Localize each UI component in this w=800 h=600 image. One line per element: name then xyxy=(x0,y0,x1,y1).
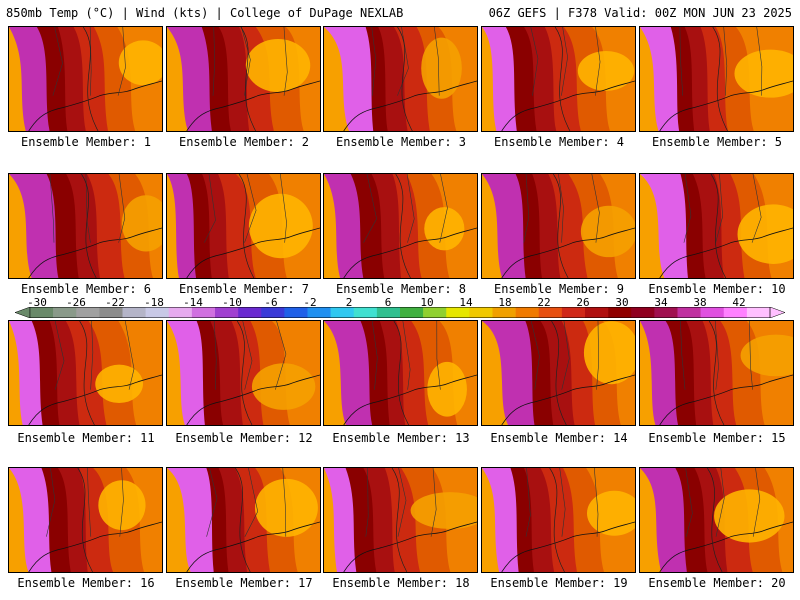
colorbar-tick-label: 6 xyxy=(384,296,392,309)
member-label: Ensemble Member: 8 xyxy=(335,282,467,296)
colorbar-swatch xyxy=(700,307,725,318)
colorbar-swatch xyxy=(446,307,470,318)
colorbar-tick-label: 42 xyxy=(732,296,746,309)
colorbar-swatch xyxy=(307,307,331,318)
map-title: 850mb Temp (°C) | Wind (kts) | College o… xyxy=(6,6,404,20)
member-label: Ensemble Member: 20 xyxy=(648,576,786,590)
colorbar-swatch xyxy=(168,307,193,318)
colorbar-tick-label: -2 xyxy=(303,296,317,309)
colorbar-swatch xyxy=(492,307,516,318)
colorbar-swatch xyxy=(677,307,701,318)
colorbar-swatch xyxy=(330,307,355,318)
colorbar-swatch xyxy=(191,307,216,318)
member-map-panel xyxy=(323,26,478,132)
colorbar-swatch xyxy=(608,307,632,318)
colorbar-swatch xyxy=(746,307,771,318)
colorbar-tick-label: -6 xyxy=(264,296,278,309)
colorbar-tick-label: 18 xyxy=(498,296,512,309)
member-map-panel xyxy=(481,173,636,279)
member-map-panel xyxy=(323,173,478,279)
member-map-panel xyxy=(166,467,321,573)
colorbar-tick-label: 26 xyxy=(576,296,590,309)
colorbar-swatch xyxy=(515,307,540,318)
colorbar-swatch xyxy=(99,307,123,318)
member-map-panel xyxy=(481,26,636,132)
temperature-colorbar xyxy=(15,307,785,318)
member-label: Ensemble Member: 19 xyxy=(490,576,628,590)
member-label: Ensemble Member: 18 xyxy=(332,576,470,590)
colorbar-swatch xyxy=(561,307,586,318)
colorbar-tick-label: 2 xyxy=(345,296,353,309)
member-label: Ensemble Member: 1 xyxy=(20,135,152,149)
member-map-panel xyxy=(323,320,478,426)
member-map-panel xyxy=(639,320,794,426)
colorbar-swatch xyxy=(53,307,77,318)
colorbar-tick-label: 14 xyxy=(459,296,473,309)
colorbar-tick-label: 30 xyxy=(615,296,629,309)
colorbar-swatch xyxy=(469,307,493,318)
member-label: Ensemble Member: 16 xyxy=(17,576,155,590)
member-map-panel xyxy=(323,467,478,573)
run-valid-time: 06Z GEFS | F378 Valid: 00Z MON JUN 23 20… xyxy=(488,6,792,20)
colorbar-swatch xyxy=(238,307,262,318)
colorbar-swatch xyxy=(215,307,239,318)
colorbar-swatch xyxy=(585,307,609,318)
colorbar-swatch xyxy=(261,307,285,318)
colorbar-swatch xyxy=(30,307,54,318)
colorbar-swatch xyxy=(353,307,378,318)
colorbar-tick-label: -22 xyxy=(105,296,125,309)
member-map-panel xyxy=(639,26,794,132)
member-label: Ensemble Member: 15 xyxy=(648,431,786,445)
member-label: Ensemble Member: 4 xyxy=(493,135,625,149)
colorbar-max-arrow xyxy=(769,307,785,318)
colorbar-swatch xyxy=(423,307,447,318)
colorbar-tick-label: -30 xyxy=(27,296,47,309)
colorbar-swatch xyxy=(145,307,170,318)
colorbar-tick-label: -26 xyxy=(66,296,86,309)
member-map-panel xyxy=(481,320,636,426)
member-label: Ensemble Member: 17 xyxy=(175,576,313,590)
colorbar-swatch xyxy=(654,307,678,318)
member-map-panel xyxy=(8,26,163,132)
colorbar-tick-label: 34 xyxy=(654,296,668,309)
member-label: Ensemble Member: 12 xyxy=(175,431,313,445)
colorbar-tick-label: 22 xyxy=(537,296,551,309)
member-label: Ensemble Member: 11 xyxy=(17,431,155,445)
colorbar-swatch xyxy=(631,307,655,318)
member-map-panel xyxy=(166,26,321,132)
member-label: Ensemble Member: 7 xyxy=(178,282,310,296)
member-map-panel xyxy=(166,173,321,279)
colorbar-swatch xyxy=(376,307,401,318)
colorbar-tick-label: -14 xyxy=(183,296,203,309)
member-label: Ensemble Member: 3 xyxy=(335,135,467,149)
member-map-panel xyxy=(8,320,163,426)
colorbar-swatch xyxy=(400,307,424,318)
colorbar-swatch xyxy=(538,307,563,318)
member-map-panel xyxy=(8,173,163,279)
member-label: Ensemble Member: 9 xyxy=(493,282,625,296)
colorbar-swatch xyxy=(76,307,100,318)
colorbar-swatch xyxy=(284,307,308,318)
member-label: Ensemble Member: 2 xyxy=(178,135,310,149)
member-map-panel xyxy=(639,467,794,573)
member-map-panel xyxy=(166,320,321,426)
member-label: Ensemble Member: 6 xyxy=(20,282,152,296)
member-label: Ensemble Member: 10 xyxy=(648,282,786,296)
colorbar-tick-label: 10 xyxy=(420,296,434,309)
member-label: Ensemble Member: 5 xyxy=(651,135,783,149)
colorbar-tick-label: -10 xyxy=(222,296,242,309)
member-label: Ensemble Member: 14 xyxy=(490,431,628,445)
colorbar-tick-label: 38 xyxy=(693,296,707,309)
colorbar-swatch xyxy=(723,307,748,318)
colorbar-swatch xyxy=(122,307,146,318)
member-label: Ensemble Member: 13 xyxy=(332,431,470,445)
member-map-panel xyxy=(481,467,636,573)
member-map-panel xyxy=(8,467,163,573)
colorbar-tick-label: -18 xyxy=(144,296,164,309)
member-map-panel xyxy=(639,173,794,279)
